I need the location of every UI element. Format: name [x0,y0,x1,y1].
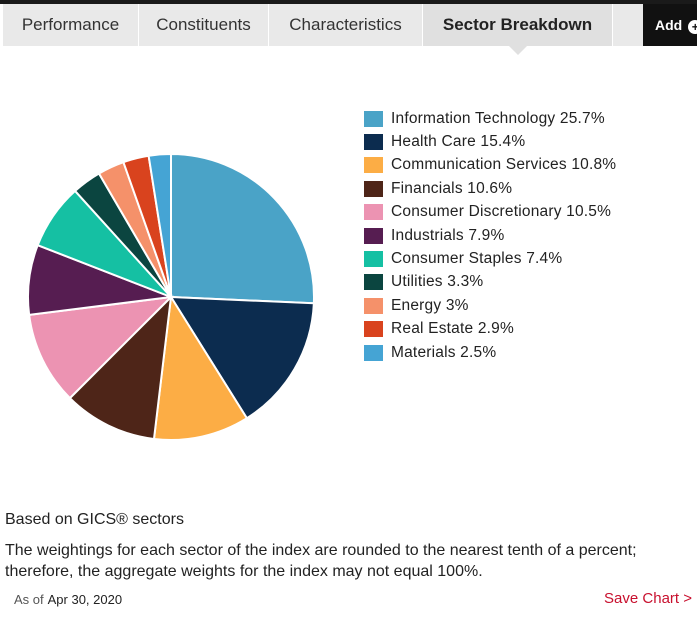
legend-label-utilities: Utilities 3.3% [391,273,484,291]
legend-label-information-technology: Information Technology 25.7% [391,109,605,127]
legend-item-materials: Materials 2.5% [364,341,616,364]
legend-swatch-consumer-discretionary [364,204,383,221]
legend-label-consumer-discretionary: Consumer Discretionary 10.5% [391,203,612,221]
pie-slice-materials[interactable] [147,152,172,298]
rounding-disclaimer: The weightings for each sector of the in… [5,542,637,580]
chart-legend: Information Technology 25.7% Health Care … [364,107,616,364]
legend-swatch-financials [364,180,383,197]
tab-bar-spacer [613,4,643,46]
pie-slice-consumer-discretionary[interactable] [28,295,174,400]
legend-label-materials: Materials 2.5% [391,343,497,361]
gics-basis-note: Based on GICS® sectors [5,511,184,528]
legend-item-financials: Financials 10.6% [364,177,616,200]
pie-slice-information-technology[interactable] [170,152,315,305]
legend-label-consumer-staples: Consumer Staples 7.4% [391,250,563,268]
legend-label-industrials: Industrials 7.9% [391,226,505,244]
as-of-date: As of Apr 30, 2020 [14,592,122,607]
pie-slice-health-care[interactable] [169,295,315,420]
pie-slice-financials[interactable] [68,294,173,441]
legend-swatch-utilities [364,274,383,291]
tab-characteristics[interactable]: Characteristics [269,4,423,46]
legend-item-energy: Energy 3% [364,294,616,317]
legend-label-energy: Energy 3% [391,296,469,314]
tab-sector-breakdown[interactable]: Sector Breakdown [423,4,613,55]
legend-item-consumer-discretionary: Consumer Discretionary 10.5% [364,201,616,224]
legend-item-industrials: Industrials 7.9% [364,224,616,247]
pie-slice-communication-services[interactable] [152,294,249,441]
add-button[interactable]: Add + [643,4,697,46]
as-of-label: As of [14,592,44,607]
tab-bar: Performance Constituents Characteristics… [3,4,697,55]
sector-pie-chart [27,152,315,441]
legend-item-consumer-staples: Consumer Staples 7.4% [364,247,616,270]
legend-swatch-industrials [364,227,383,244]
save-chart-link[interactable]: Save Chart > [604,590,692,607]
legend-swatch-communication-services [364,157,383,174]
legend-swatch-health-care [364,134,383,151]
legend-item-utilities: Utilities 3.3% [364,271,616,294]
top-bar [0,0,697,4]
legend-swatch-information-technology [364,110,383,127]
legend-swatch-energy [364,297,383,314]
legend-swatch-real-estate [364,321,383,338]
legend-item-real-estate: Real Estate 2.9% [364,318,616,341]
legend-label-financials: Financials 10.6% [391,179,513,197]
legend-item-health-care: Health Care 15.4% [364,130,616,153]
as-of-value: Apr 30, 2020 [47,592,123,607]
legend-swatch-consumer-staples [364,251,383,268]
legend-label-communication-services: Communication Services 10.8% [391,156,617,174]
legend-item-information-technology: Information Technology 25.7% [364,107,616,130]
add-button-label: Add [655,17,683,33]
legend-label-real-estate: Real Estate 2.9% [391,320,514,338]
plus-circle-icon: + [688,20,697,34]
legend-label-health-care: Health Care 15.4% [391,133,526,151]
legend-swatch-materials [364,344,383,361]
tab-constituents[interactable]: Constituents [139,4,269,46]
legend-item-communication-services: Communication Services 10.8% [364,154,616,177]
tab-performance[interactable]: Performance [3,4,139,46]
